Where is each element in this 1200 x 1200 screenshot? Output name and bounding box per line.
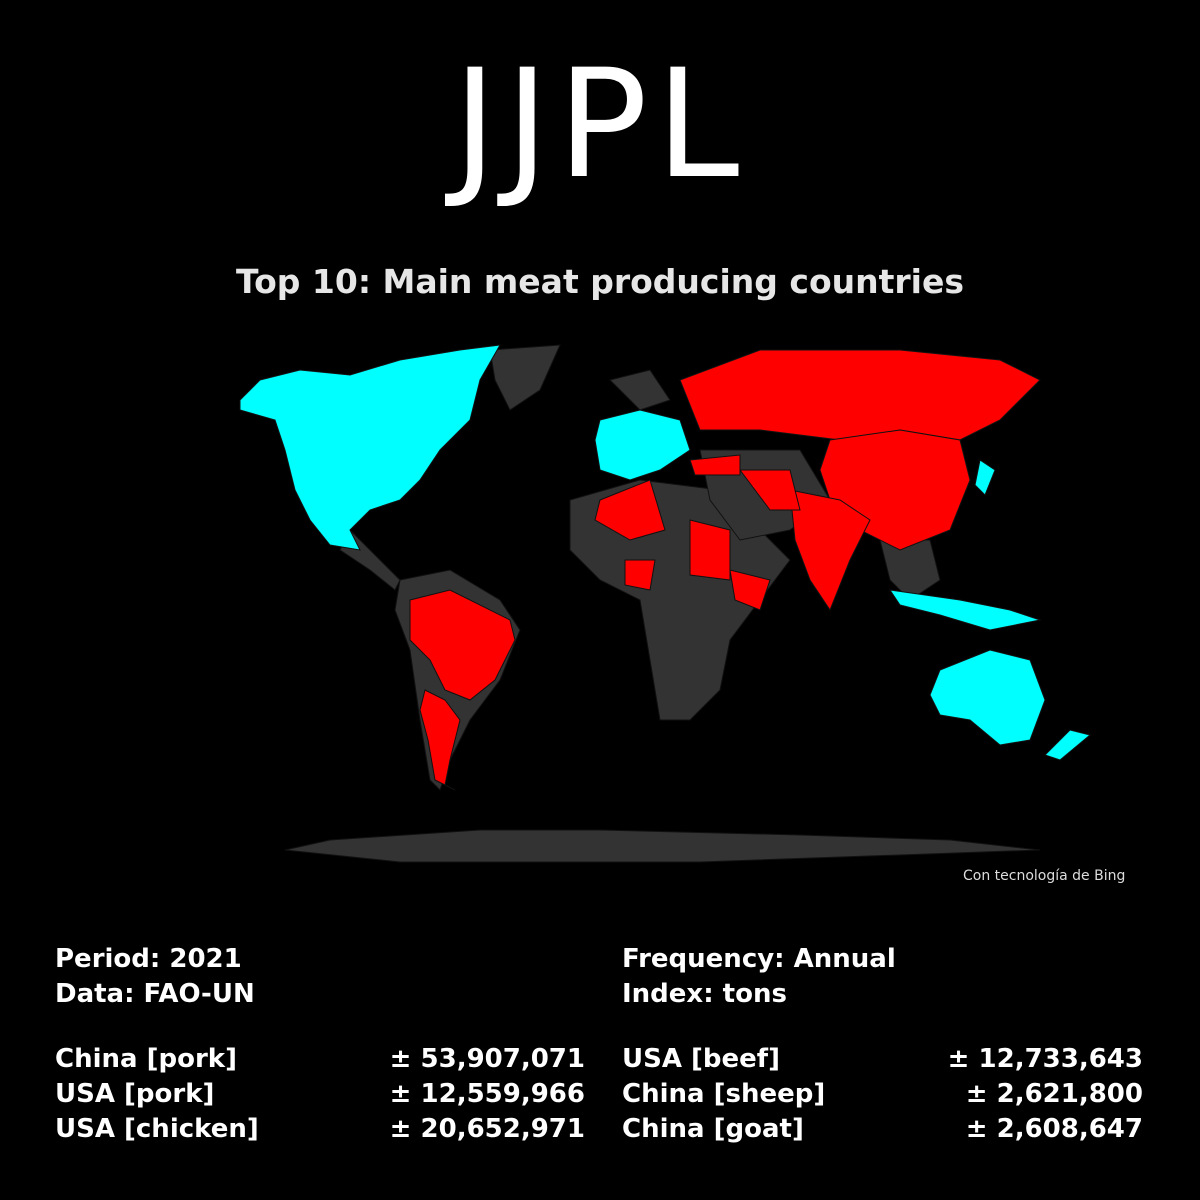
highlight-red (689, 454, 741, 476)
highlight-cyan (929, 649, 1046, 746)
land (489, 344, 561, 411)
row-label: China [sheep] (622, 1079, 826, 1109)
data-source: Data: FAO-UN (55, 979, 255, 1009)
subtitle: Top 10: Main meat producing countries (236, 262, 964, 301)
highlight-cyan (594, 409, 691, 481)
row-label: USA [chicken] (55, 1114, 259, 1144)
highlight-cyan (974, 459, 996, 496)
highlight-red (594, 479, 666, 541)
row-value: ± 12,733,643 (947, 1044, 1143, 1074)
row-value: ± 2,608,647 (965, 1114, 1143, 1144)
row-value: ± 53,907,071 (389, 1044, 585, 1074)
highlight-red (679, 349, 1041, 441)
row-value: ± 20,652,971 (389, 1114, 585, 1144)
highlight-red (789, 489, 871, 612)
highlight-cyan (239, 344, 501, 551)
title: JJPL (452, 38, 748, 212)
highlight-red (729, 569, 771, 611)
row-label: USA [pork] (55, 1079, 215, 1109)
row-label: China [goat] (622, 1114, 804, 1144)
land (879, 539, 941, 601)
highlight-red (409, 589, 516, 701)
highlight-red (689, 519, 731, 581)
land (609, 369, 671, 411)
row-value: ± 12,559,966 (389, 1079, 585, 1109)
land (284, 829, 1041, 863)
row-value: ± 2,621,800 (965, 1079, 1143, 1109)
row-label: China [pork] (55, 1044, 237, 1074)
map-credit: Con tecnología de Bing (963, 868, 1126, 884)
row-label: USA [beef] (622, 1044, 780, 1074)
index: Index: tons (622, 979, 787, 1009)
highlight-red (739, 469, 801, 511)
frequency: Frequency: Annual (622, 944, 896, 974)
highlight-red (419, 689, 461, 791)
highlight-cyan (1044, 729, 1092, 761)
highlight-cyan (888, 589, 1042, 631)
highlight-red (624, 559, 656, 591)
period: Period: 2021 (55, 944, 242, 974)
